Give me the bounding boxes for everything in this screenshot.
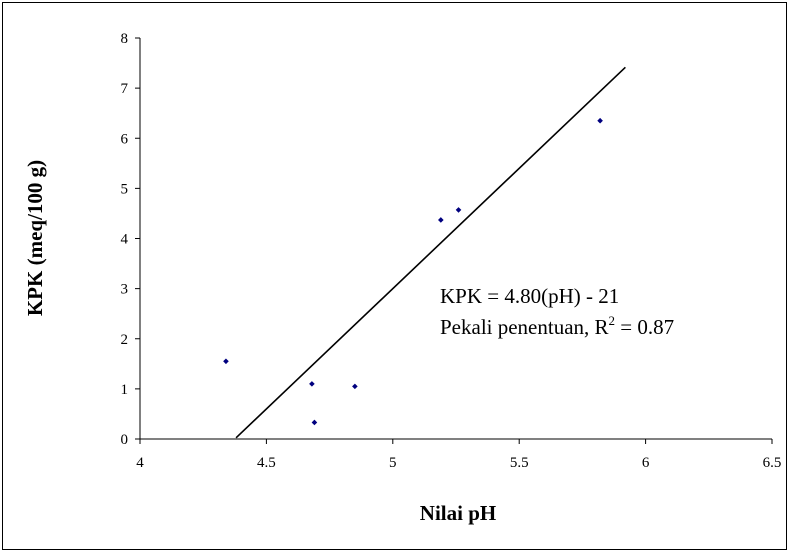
r2-label: Pekali penentuan, R2 = 0.87 <box>440 313 674 339</box>
data-point <box>223 358 229 365</box>
data-point <box>455 207 462 213</box>
x-axis-title: Nilai pH <box>420 501 496 525</box>
x-axis-ticks: 4 4.5 5 5.5 6 6.5 <box>136 439 781 471</box>
y-axis-ticks: 0 1 2 3 4 5 6 7 8 <box>121 31 140 448</box>
data-point <box>311 419 318 426</box>
data-point <box>597 117 603 124</box>
y-tick-label: 7 <box>121 81 129 97</box>
x-tick-label: 6.5 <box>763 455 782 471</box>
x-tick-label: 4.5 <box>257 455 276 471</box>
x-tick-label: 5 <box>389 455 397 471</box>
x-tick-label: 4 <box>136 455 144 471</box>
y-tick-label: 1 <box>121 382 129 398</box>
y-tick-label: 0 <box>121 432 129 448</box>
x-tick-label: 6 <box>642 455 650 471</box>
y-tick-label: 8 <box>121 31 129 47</box>
y-tick-label: 3 <box>121 282 129 298</box>
data-point <box>352 383 358 390</box>
y-tick-label: 4 <box>121 232 129 248</box>
data-point <box>309 381 315 387</box>
r2-superscript: 2 <box>609 313 616 328</box>
y-tick-label: 2 <box>121 332 129 348</box>
y-axis-title: KPK (meq/100 g) <box>23 160 47 316</box>
x-tick-label: 5.5 <box>510 455 529 471</box>
data-points <box>223 117 603 426</box>
y-tick-label: 5 <box>121 181 129 197</box>
trendline <box>235 66 626 439</box>
equation-label: KPK = 4.80(pH) - 21 <box>440 284 619 308</box>
data-point <box>438 217 444 223</box>
r2-suffix: = 0.87 <box>615 315 674 339</box>
y-tick-label: 6 <box>121 131 129 147</box>
r2-prefix: Pekali penentuan, R <box>440 315 609 339</box>
